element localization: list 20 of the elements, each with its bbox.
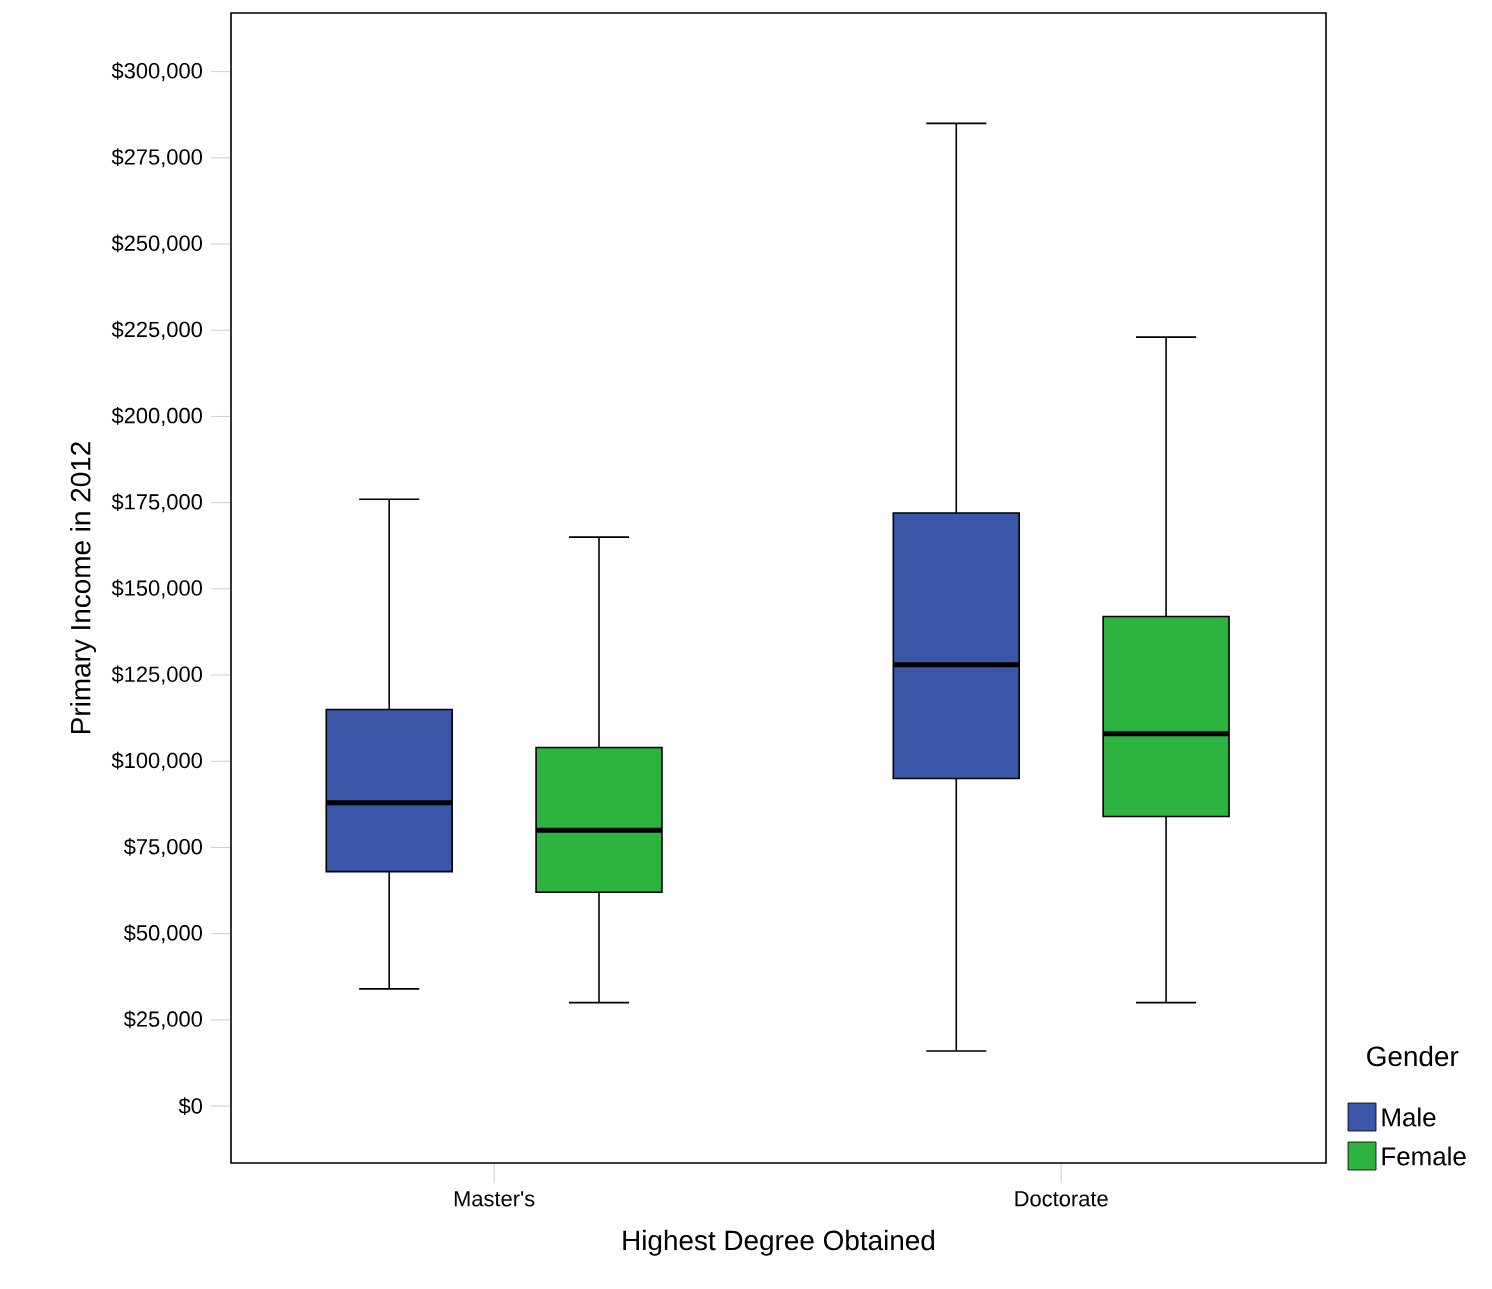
y-axis-title: Primary Income in 2012: [70, 442, 97, 733]
y-tick-label: $50,000: [123, 924, 203, 944]
y-tick-label: $25,000: [123, 1010, 203, 1030]
y-tick-label: $250,000: [111, 234, 202, 254]
y-tick-label: $150,000: [111, 579, 202, 599]
y-tick-label: $0: [178, 1097, 203, 1115]
y-tick-label: $275,000: [111, 148, 202, 168]
x-axis-title: Highest Degree Obtained: [623, 1229, 935, 1256]
legend-title: Gender: [1367, 1045, 1459, 1067]
y-tick-label: $100,000: [111, 751, 202, 771]
y-tick-label: $75,000: [123, 837, 203, 857]
y-tick-label: $175,000: [111, 493, 202, 513]
legend-label: Female: [1382, 1146, 1466, 1166]
y-tick-label: $300,000: [111, 62, 202, 82]
x-tick-label: Doctorate: [1015, 1191, 1108, 1207]
x-tick-label: Master's: [454, 1191, 535, 1207]
legend-label: Male: [1382, 1107, 1436, 1127]
y-tick-label: $225,000: [111, 320, 202, 340]
y-tick-label: $200,000: [111, 406, 202, 426]
y-tick-label: $125,000: [111, 665, 202, 685]
